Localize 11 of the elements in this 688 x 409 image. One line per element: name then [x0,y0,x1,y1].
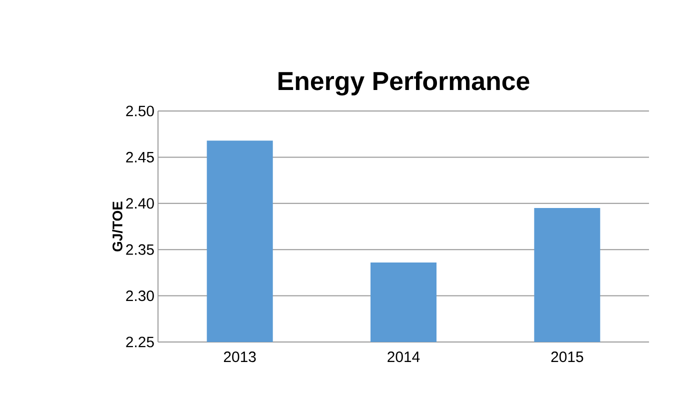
y-tick-label: 2.30 [126,290,154,302]
y-tick-label: 2.45 [126,152,154,162]
y-axis-title: GJ/TOE [112,202,123,252]
chart-title: Energy Performance [278,71,530,96]
y-tick-label: 2.35 [126,244,154,255]
x-tick-label: 2015 [551,352,584,362]
x-tick-label: 2013 [224,352,256,362]
y-tick-label: 2.25 [126,336,154,348]
y-tick-label: 2.50 [126,106,154,116]
y-tick-label: 2.40 [126,198,154,209]
x-tick-label: 2014 [388,352,420,362]
